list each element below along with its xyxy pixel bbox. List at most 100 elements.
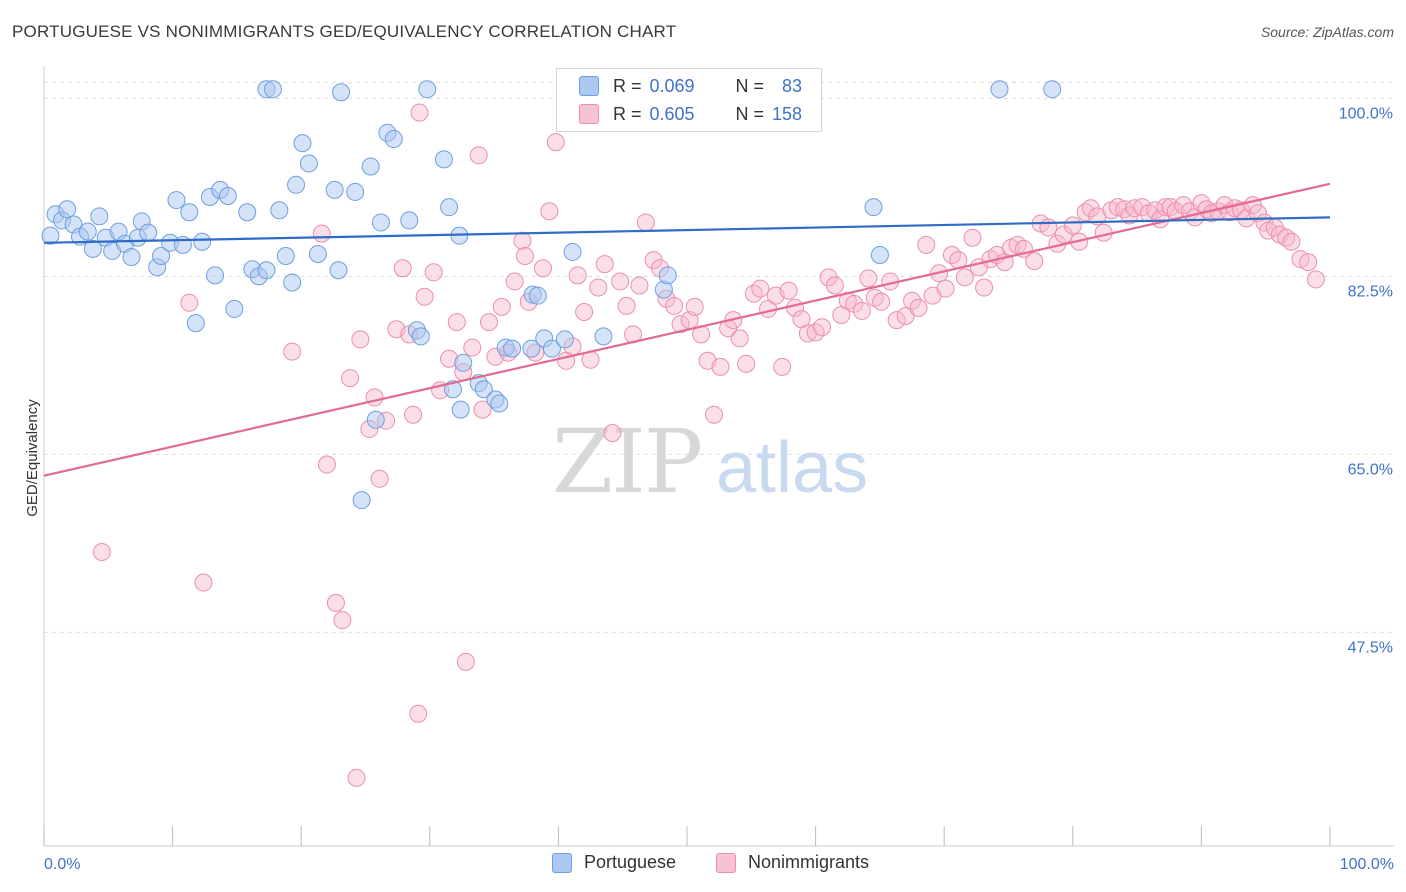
portuguese-point xyxy=(503,339,522,358)
y-tick-label: 65.0% xyxy=(1348,461,1393,478)
nonimmigrants-point xyxy=(630,276,649,295)
nonimmigrants-point xyxy=(194,573,213,592)
nonimmigrants-point xyxy=(1025,252,1044,271)
nonimmigrants-point xyxy=(404,405,423,424)
nonimmigrants-point xyxy=(813,318,832,337)
x-tick-label-max: 100.0% xyxy=(1340,856,1394,873)
portuguese-point xyxy=(257,261,276,280)
nonimmigrants-point xyxy=(92,543,111,562)
nonimmigrants-point xyxy=(773,357,792,376)
nonimmigrants-point xyxy=(1125,199,1144,218)
legend-r-label: R = xyxy=(613,75,642,96)
portuguese-point xyxy=(167,191,186,210)
nonimmigrants-point xyxy=(456,652,475,671)
nonimmigrants-point xyxy=(845,294,864,313)
nonimmigrants-point xyxy=(859,269,878,288)
nonimmigrants-point xyxy=(705,405,724,424)
portuguese-point xyxy=(411,327,430,346)
portuguese-point xyxy=(283,273,302,292)
nonimmigrants-point xyxy=(469,146,488,165)
bottom-legend-label-portuguese: Portuguese xyxy=(584,852,677,872)
portuguese-point xyxy=(225,299,244,318)
nonimmigrants-point xyxy=(410,103,429,122)
nonimmigrants-point xyxy=(333,611,352,630)
legend-r-value: 0.069 xyxy=(649,75,695,96)
nonimmigrants-point xyxy=(1063,216,1082,235)
legend-n-label: N = xyxy=(735,103,765,124)
portuguese-trend-line xyxy=(43,216,1331,244)
portuguese-point xyxy=(864,198,883,217)
portuguese-point xyxy=(443,380,462,399)
nonimmigrants-point xyxy=(370,469,389,488)
portuguese-point xyxy=(180,203,199,222)
portuguese-point xyxy=(139,223,158,242)
portuguese-point xyxy=(418,80,437,99)
portuguese-point xyxy=(329,261,348,280)
legend-r-label: R = xyxy=(613,103,642,124)
nonimmigrants-point xyxy=(393,259,412,278)
y-tick-label: 100.0% xyxy=(1339,105,1393,122)
nonimmigrants-point xyxy=(424,263,443,282)
portuguese-point xyxy=(325,180,344,199)
nonimmigrants-point xyxy=(505,272,524,291)
portuguese-point xyxy=(474,380,493,399)
nonimmigrants-point xyxy=(825,276,844,295)
portuguese-point xyxy=(293,134,312,153)
nonimmigrants-point xyxy=(903,291,922,310)
bottom-legend-portuguese: Portuguese xyxy=(552,852,676,873)
nonimmigrants-point xyxy=(711,357,730,376)
portuguese-point xyxy=(41,226,60,245)
portuguese-point xyxy=(332,83,351,102)
nonimmigrants-point xyxy=(1306,270,1325,289)
portuguese-point xyxy=(384,130,403,149)
y-tick-labels: 100.0% 82.5% 65.0% 47.5% xyxy=(1339,105,1393,656)
nonimmigrants-point xyxy=(515,247,534,266)
y-tick-label: 82.5% xyxy=(1348,283,1393,300)
portuguese-point xyxy=(206,266,225,285)
nonimmigrants-point xyxy=(955,268,974,287)
nonimmigrants-point xyxy=(513,231,532,250)
portuguese-point xyxy=(287,175,306,194)
watermark-zip: ZIP xyxy=(552,410,701,513)
nonimmigrants-point xyxy=(730,329,749,348)
nonimmigrants-point xyxy=(409,704,428,723)
portuguese-point xyxy=(371,213,390,232)
nonimmigrants-point xyxy=(636,213,655,232)
portuguese-point xyxy=(361,157,380,176)
nonimmigrants-point xyxy=(365,388,384,407)
portuguese-point xyxy=(238,203,257,222)
nonimmigrants-point xyxy=(1146,201,1165,220)
chart-title: PORTUGUESE VS NONIMMIGRANTS GED/EQUIVALE… xyxy=(12,22,677,41)
nonimmigrants-point xyxy=(568,266,587,285)
legend-n-label: N = xyxy=(735,75,765,96)
nonimmigrants-point xyxy=(312,224,331,243)
nonimmigrants-point xyxy=(611,272,630,291)
portuguese-point xyxy=(90,207,109,226)
portuguese-point xyxy=(542,339,561,358)
nonimmigrants-point xyxy=(1248,204,1267,223)
nonimmigrants-point xyxy=(415,287,434,306)
nonimmigrants-point xyxy=(1156,198,1175,217)
nonimmigrants-point xyxy=(347,768,366,787)
nonimmigrants-point xyxy=(589,278,608,297)
source-label: Source: ZipAtlas.com xyxy=(1260,24,1394,40)
portuguese-point xyxy=(299,154,318,173)
portuguese-point xyxy=(58,200,77,219)
portuguese-point xyxy=(440,198,459,217)
portuguese-point xyxy=(490,394,509,413)
nonimmigrants-trend-line xyxy=(43,182,1331,477)
portuguese-point xyxy=(83,239,102,258)
portuguese-point xyxy=(366,410,385,429)
bottom-legend-label-nonimmigrants: Nonimmigrants xyxy=(748,852,870,872)
portuguese-point xyxy=(122,248,141,267)
nonimmigrants-point xyxy=(1299,253,1318,272)
portuguese-point xyxy=(434,150,453,169)
portuguese-point xyxy=(555,330,574,349)
nonimmigrants-point xyxy=(603,424,622,443)
nonimmigrants-point xyxy=(909,298,928,317)
portuguese-point xyxy=(218,186,237,205)
nonimmigrants-point xyxy=(779,281,798,300)
nonimmigrants-point xyxy=(479,313,498,332)
nonimmigrants-point xyxy=(533,259,552,278)
legend-swatch-nonimmigrants xyxy=(579,104,599,124)
